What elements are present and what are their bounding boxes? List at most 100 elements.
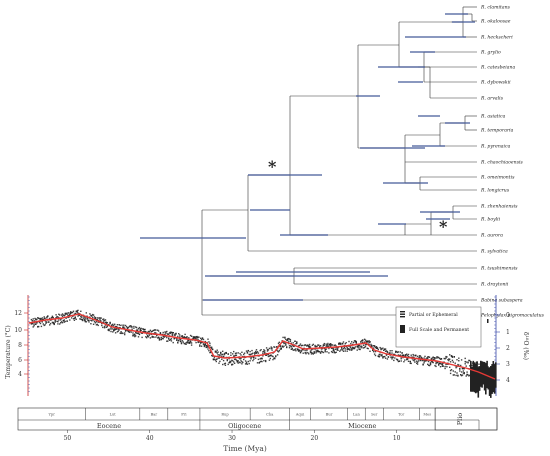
isotope-point bbox=[147, 330, 150, 333]
isotope-point bbox=[368, 342, 370, 344]
isotope-point bbox=[364, 344, 367, 346]
isotope-point bbox=[312, 353, 314, 355]
isotope-point bbox=[259, 358, 261, 360]
isotope-point bbox=[310, 351, 313, 354]
isotope-point bbox=[390, 356, 392, 359]
isotope-point bbox=[352, 341, 355, 344]
isotope-point bbox=[181, 336, 184, 338]
isotope-point bbox=[158, 337, 161, 339]
isotope-point bbox=[151, 330, 153, 333]
isotope-point bbox=[153, 336, 155, 338]
isotope-point bbox=[126, 329, 129, 332]
isotope-point bbox=[185, 343, 187, 345]
time-axis-tick-label: 30 bbox=[228, 435, 236, 442]
isotope-point bbox=[179, 340, 182, 343]
isotope-point bbox=[154, 331, 156, 334]
isotope-point bbox=[373, 353, 376, 355]
isotope-point bbox=[275, 355, 277, 357]
isotope-point bbox=[211, 355, 214, 357]
isotope-point bbox=[234, 354, 237, 356]
isotope-point bbox=[445, 363, 447, 366]
isotope-point bbox=[454, 371, 456, 373]
isotope-point bbox=[326, 351, 328, 353]
tip-label: R. clamitans bbox=[480, 5, 511, 11]
isotope-point bbox=[51, 321, 54, 324]
isotope-point bbox=[146, 335, 149, 337]
isotope-point bbox=[283, 342, 285, 345]
isotope-point bbox=[123, 324, 125, 326]
isotope-point bbox=[135, 332, 138, 334]
isotope-point bbox=[341, 348, 343, 350]
isotope-point bbox=[38, 325, 40, 328]
isotope-point bbox=[279, 348, 281, 350]
isotope-point bbox=[316, 349, 318, 351]
isotope-point bbox=[256, 362, 259, 364]
isotope-point bbox=[32, 323, 34, 325]
isotope-point bbox=[41, 321, 43, 323]
isotope-point bbox=[85, 321, 87, 323]
isotope-point bbox=[283, 345, 285, 347]
isotope-point bbox=[334, 344, 336, 346]
isotope-point bbox=[130, 326, 132, 328]
isotope-point bbox=[102, 318, 104, 321]
isotope-point bbox=[81, 316, 83, 318]
isotope-point bbox=[139, 330, 141, 332]
isotope-point bbox=[397, 354, 400, 356]
isotope-point bbox=[295, 343, 297, 345]
isotope-point bbox=[463, 372, 465, 374]
isotope-point bbox=[317, 344, 319, 346]
isotope-point bbox=[292, 342, 294, 344]
isotope-point bbox=[100, 317, 102, 319]
isotope-point bbox=[112, 328, 114, 330]
isotope-point bbox=[75, 318, 77, 320]
isotope-point bbox=[114, 328, 117, 330]
isotope-point bbox=[189, 341, 192, 343]
isotope-point bbox=[299, 343, 302, 345]
left-axis-tick-label: 8 bbox=[18, 342, 22, 349]
isotope-point bbox=[254, 357, 257, 359]
isotope-point bbox=[463, 372, 465, 375]
isotope-point bbox=[401, 354, 403, 357]
isotope-point bbox=[144, 328, 146, 331]
isotope-point bbox=[86, 318, 88, 320]
isotope-point bbox=[188, 339, 190, 342]
isotope-point bbox=[216, 352, 218, 354]
tip-label: R. sylvatica bbox=[480, 249, 508, 255]
isotope-point bbox=[83, 318, 86, 320]
isotope-point bbox=[460, 359, 463, 361]
isotope-point bbox=[453, 356, 455, 358]
isotope-point bbox=[168, 339, 171, 341]
isotope-point bbox=[338, 342, 340, 345]
isotope-point bbox=[338, 343, 340, 346]
isotope-point bbox=[280, 347, 282, 350]
isotope-point bbox=[59, 314, 61, 316]
isotope-point bbox=[344, 348, 346, 350]
isotope-point bbox=[41, 317, 43, 319]
isotope-point bbox=[160, 338, 162, 340]
isotope-point bbox=[444, 365, 446, 368]
isotope-point bbox=[294, 348, 296, 351]
isotope-point bbox=[124, 324, 127, 327]
isotope-point bbox=[414, 358, 416, 361]
isotope-point bbox=[357, 345, 359, 347]
isotope-point bbox=[92, 314, 95, 316]
isotope-point bbox=[423, 362, 425, 364]
isotope-point bbox=[384, 350, 387, 352]
right-axis-tick-label: 0 bbox=[506, 312, 510, 319]
isotope-point bbox=[352, 347, 355, 349]
isotope-point bbox=[241, 361, 243, 363]
isotope-point bbox=[335, 351, 337, 353]
isotope-point bbox=[73, 319, 76, 321]
isotope-point bbox=[308, 353, 310, 355]
isotope-point bbox=[146, 331, 149, 334]
isotope-point bbox=[157, 337, 160, 339]
isotope-point bbox=[250, 358, 252, 360]
isotope-point bbox=[90, 319, 92, 321]
isotope-point bbox=[487, 366, 489, 368]
isotope-point bbox=[386, 351, 389, 354]
isotope-point bbox=[177, 341, 179, 343]
isotope-point bbox=[471, 366, 473, 392]
isotope-point bbox=[165, 335, 167, 338]
isotope-point bbox=[193, 336, 195, 338]
isotope-point bbox=[63, 321, 65, 323]
